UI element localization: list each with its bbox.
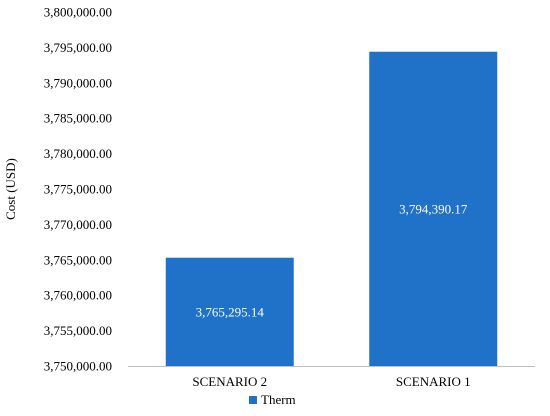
bar-scenario-1	[369, 51, 498, 367]
y-tick-label: 3,760,000.00	[44, 288, 112, 303]
legend-swatch	[249, 396, 257, 404]
y-tick-label: 3,800,000.00	[44, 5, 112, 20]
y-axis-ticks: 3,750,000.00 3,755,000.00 3,760,000.00 3,76…	[44, 5, 112, 374]
y-axis-title: Cost (USD)	[3, 158, 18, 220]
y-tick-label: 3,785,000.00	[44, 111, 112, 126]
y-tick-label: 3,775,000.00	[44, 182, 112, 197]
y-tick-label: 3,755,000.00	[44, 323, 112, 338]
bar-scenario-2	[165, 257, 294, 366]
y-tick-label: 3,790,000.00	[44, 75, 112, 90]
bars	[165, 51, 498, 367]
x-category-label: SCENARIO 2	[192, 374, 267, 389]
legend: Therm	[249, 392, 296, 407]
y-tick-label: 3,780,000.00	[44, 146, 112, 161]
bar-value-label: 3,794,390.17	[399, 201, 468, 216]
y-tick-label: 3,795,000.00	[44, 40, 112, 55]
y-tick-label: 3,770,000.00	[44, 217, 112, 232]
x-category-label: SCENARIO 1	[396, 374, 471, 389]
y-tick-label: 3,750,000.00	[44, 359, 112, 374]
bar-value-label: 3,765,295.14	[196, 304, 265, 319]
legend-label: Therm	[261, 392, 296, 407]
y-tick-label: 3,765,000.00	[44, 252, 112, 267]
x-axis-category-labels: SCENARIO 2 SCENARIO 1	[192, 374, 470, 389]
data-labels: 3,765,295.14 3,794,390.17	[196, 201, 468, 319]
